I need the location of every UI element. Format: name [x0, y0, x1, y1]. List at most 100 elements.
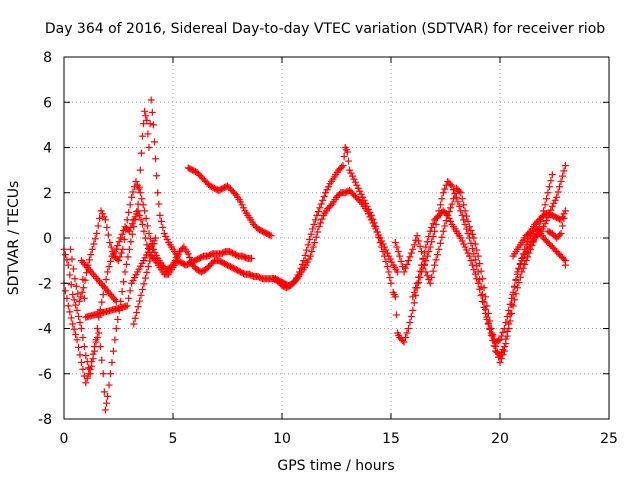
- data-point-marker: [545, 228, 553, 236]
- data-point-marker: [400, 338, 408, 346]
- data-point-marker: [137, 216, 145, 224]
- data-point-marker: [372, 223, 380, 231]
- data-point-marker: [525, 229, 533, 237]
- data-point-marker: [394, 248, 402, 256]
- data-point-marker: [487, 329, 495, 337]
- data-point-marker: [317, 200, 325, 208]
- data-point-marker: [137, 149, 145, 157]
- data-point-marker: [117, 249, 125, 257]
- data-point-marker: [465, 252, 473, 260]
- data-point-marker: [77, 293, 85, 301]
- data-point-marker: [141, 234, 149, 242]
- data-point-marker: [380, 252, 388, 260]
- data-point-marker: [364, 205, 372, 213]
- data-point-marker: [295, 268, 303, 276]
- data-point-marker: [560, 214, 568, 222]
- data-point-marker: [447, 217, 455, 225]
- data-point-marker: [294, 271, 302, 279]
- data-point-marker: [409, 306, 417, 314]
- data-point-marker: [524, 238, 532, 246]
- data-point-marker: [397, 257, 405, 265]
- data-point-marker: [141, 107, 149, 115]
- axis-ticks: 0 5 10 15 20 25 -8 -6 -4 -2 0 2 4 6 8: [38, 50, 618, 447]
- data-point-marker: [129, 188, 137, 196]
- data-point-marker: [497, 332, 505, 340]
- data-point-marker: [518, 254, 526, 262]
- data-point-marker: [420, 249, 428, 257]
- data-point-marker: [133, 208, 141, 216]
- data-point-marker: [160, 229, 168, 237]
- data-point-marker: [410, 241, 418, 249]
- data-point-marker: [132, 177, 140, 185]
- data-point-marker: [561, 162, 569, 170]
- data-point-marker: [393, 243, 401, 251]
- data-point-marker: [458, 195, 466, 203]
- data-point-marker: [131, 314, 139, 322]
- data-point-marker: [107, 257, 115, 265]
- data-point-marker: [316, 204, 324, 212]
- data-point-marker: [378, 243, 386, 251]
- data-point-marker: [519, 264, 527, 272]
- data-point-marker: [309, 243, 317, 251]
- data-point-marker: [75, 343, 83, 351]
- data-point-marker: [471, 240, 479, 248]
- data-point-marker: [406, 318, 414, 326]
- data-point-marker: [118, 288, 126, 296]
- data-point-marker: [541, 201, 549, 209]
- x-tick-label: 5: [169, 431, 178, 447]
- data-point-marker: [291, 277, 299, 285]
- data-point-marker: [136, 211, 144, 219]
- data-point-marker: [457, 189, 465, 197]
- data-point-marker: [303, 258, 311, 266]
- data-point-marker: [88, 358, 96, 366]
- data-point-marker: [353, 181, 361, 189]
- data-point-marker: [66, 308, 74, 316]
- data-point-marker: [391, 293, 399, 301]
- data-point-marker: [72, 331, 80, 339]
- data-point-marker: [64, 261, 72, 269]
- data-point-marker: [476, 260, 484, 268]
- data-point-marker: [112, 325, 120, 332]
- data-point-marker: [457, 234, 465, 242]
- data-point-marker: [404, 257, 412, 265]
- data-point-marker: [314, 208, 322, 216]
- data-point-marker: [91, 235, 99, 243]
- data-point-marker: [407, 249, 415, 257]
- data-point-marker: [70, 325, 78, 333]
- data-point-marker: [311, 239, 319, 247]
- data-point-marker: [137, 291, 145, 299]
- data-point-marker: [327, 202, 335, 210]
- data-point-marker: [502, 340, 510, 348]
- data-point-marker: [340, 153, 348, 161]
- data-point-marker: [449, 195, 457, 203]
- data-point-marker: [77, 358, 85, 366]
- data-point-marker: [146, 235, 154, 243]
- data-point-marker: [290, 278, 298, 286]
- y-tick-label: 2: [43, 186, 52, 202]
- data-point-marker: [543, 217, 551, 225]
- data-point-marker: [479, 297, 487, 305]
- data-point-marker: [143, 268, 151, 276]
- x-axis-label: GPS time / hours: [277, 458, 394, 474]
- data-point-marker: [101, 216, 109, 224]
- data-point-marker: [323, 186, 331, 194]
- data-point-marker: [545, 183, 553, 191]
- data-point-marker: [379, 248, 387, 256]
- data-point-marker: [382, 257, 390, 265]
- data-point-marker: [128, 193, 136, 201]
- data-point-marker: [473, 275, 481, 283]
- data-point-marker: [439, 227, 447, 235]
- data-point-marker: [309, 225, 317, 233]
- data-point-marker: [143, 241, 151, 249]
- data-point-marker: [124, 253, 132, 261]
- data-point-marker: [528, 242, 536, 250]
- data-point-marker: [63, 256, 71, 264]
- data-point-marker: [392, 311, 400, 319]
- data-point-marker: [561, 207, 569, 215]
- data-point-marker: [455, 202, 463, 210]
- data-point-marker: [402, 334, 410, 342]
- data-point-marker: [184, 250, 192, 258]
- data-point-marker: [142, 112, 150, 120]
- data-point-marker: [304, 241, 312, 249]
- data-point-marker: [416, 242, 424, 250]
